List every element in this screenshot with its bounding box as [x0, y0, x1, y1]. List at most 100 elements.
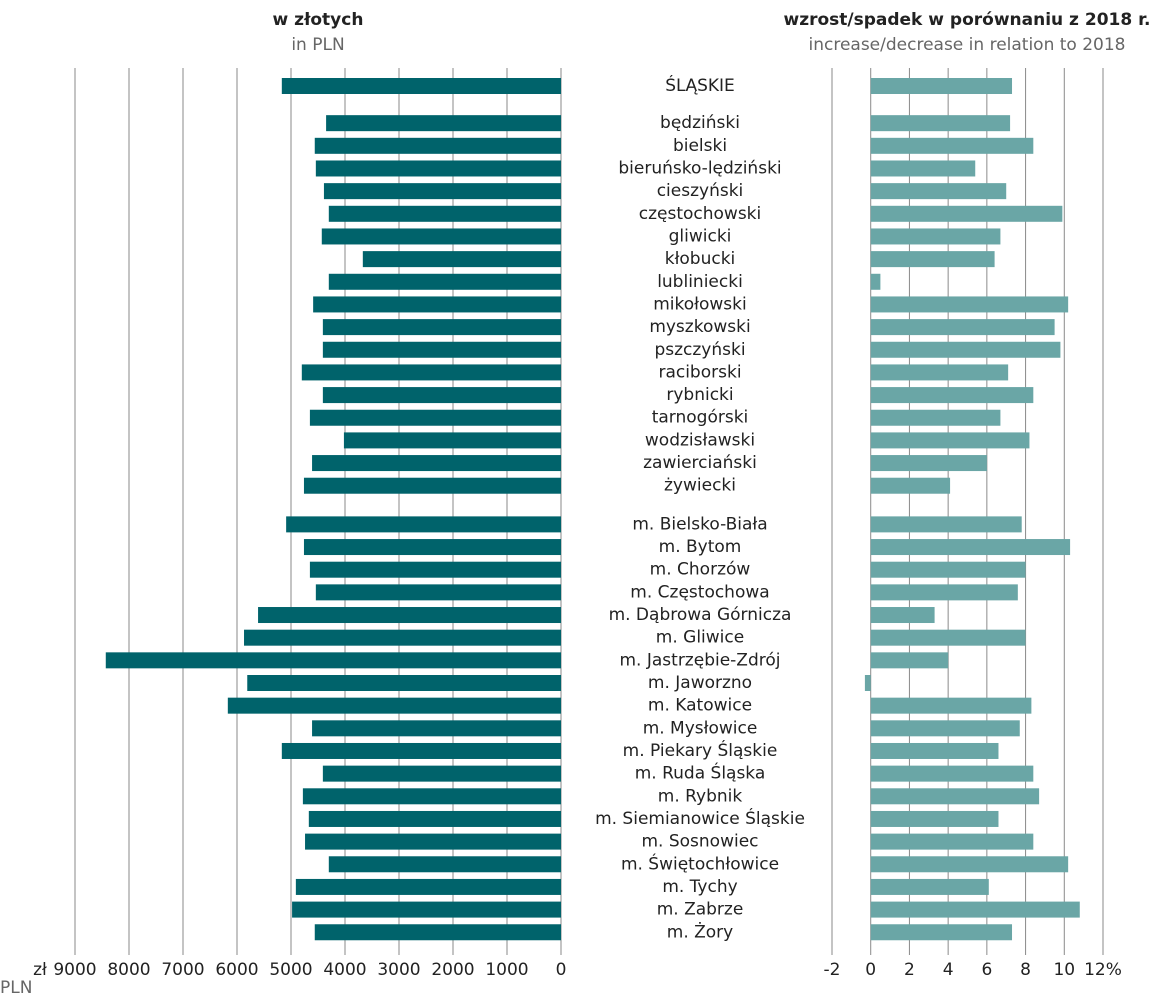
bar	[322, 765, 561, 782]
bar	[313, 296, 561, 313]
bar	[328, 205, 561, 222]
bar	[302, 788, 561, 805]
bar	[309, 561, 561, 578]
bar	[870, 856, 1069, 873]
category-label: raciborski	[658, 362, 741, 382]
bar	[281, 742, 561, 759]
unit-label: zł	[33, 960, 47, 980]
bar	[321, 228, 561, 245]
category-label: m. Bytom	[659, 537, 742, 557]
category-label: częstochowski	[639, 204, 762, 224]
bar	[322, 341, 561, 358]
bar	[258, 607, 561, 624]
bar	[870, 561, 1026, 578]
bar	[870, 539, 1071, 556]
category-label: bieruńsko-lędziński	[618, 158, 781, 178]
bar	[870, 205, 1063, 222]
bar	[303, 539, 561, 556]
bar	[870, 387, 1034, 404]
chart-title: wzrost/spadek w porównaniu z 2018 r.	[783, 10, 1150, 30]
x-tick-label: 8000	[107, 960, 150, 980]
bar	[870, 228, 1001, 245]
bar	[322, 387, 561, 404]
category-label: bielski	[673, 136, 727, 156]
bar	[281, 78, 561, 94]
bar	[227, 697, 561, 714]
category-label: m. Rybnik	[658, 786, 743, 806]
category-label: m. Mysłowice	[643, 718, 758, 738]
bar	[343, 432, 561, 449]
bar	[870, 319, 1055, 336]
bar	[870, 878, 989, 895]
x-tick-label: 8	[1020, 960, 1031, 980]
bar	[301, 364, 561, 381]
category-label: ŚLĄSKIE	[665, 74, 735, 96]
category-label: m. Żory	[667, 921, 733, 942]
chart-subtitle: increase/decrease in relation to 2018	[808, 35, 1125, 55]
bar	[870, 432, 1030, 449]
category-label: wodzisławski	[645, 430, 755, 450]
bar	[870, 273, 881, 290]
category-label: m. Dąbrowa Górnicza	[609, 605, 792, 625]
bar	[870, 742, 999, 759]
bar	[870, 652, 949, 669]
x-tick-label: 6000	[215, 960, 258, 980]
bar	[870, 115, 1011, 132]
bar	[247, 675, 561, 691]
bar	[323, 183, 561, 200]
bar	[362, 251, 561, 268]
x-tick-label: 2	[904, 960, 915, 980]
bar	[870, 296, 1069, 313]
bar	[305, 833, 561, 850]
x-tick-label: 9000	[53, 960, 96, 980]
bar	[870, 160, 976, 177]
category-label: m. Ruda Śląska	[635, 762, 766, 784]
bar	[870, 455, 987, 472]
x-tick-label: 4	[943, 960, 954, 980]
bar	[314, 924, 561, 941]
category-label: kłobucki	[665, 249, 736, 269]
bar	[870, 137, 1034, 154]
category-label: m. Jaworzno	[648, 673, 752, 693]
category-label: rybnicki	[666, 385, 733, 405]
category-label: będziński	[660, 113, 740, 133]
category-label: m. Piekary Śląskie	[623, 739, 778, 761]
bar	[326, 115, 561, 132]
unit-label: PLN	[0, 978, 32, 995]
x-tick-label: 6	[981, 960, 992, 980]
bar	[870, 629, 1026, 646]
bar	[292, 901, 561, 918]
bar	[286, 516, 561, 533]
category-label: m. Zabrze	[657, 900, 744, 920]
x-tick-label: 7000	[161, 960, 204, 980]
x-tick-label: 3000	[377, 960, 420, 980]
category-label: m. Katowice	[648, 696, 752, 716]
category-label: myszkowski	[649, 317, 750, 337]
category-label: tarnogórski	[652, 408, 749, 428]
bar	[870, 584, 1018, 601]
bar	[315, 160, 561, 177]
x-tick-label: 0	[556, 960, 567, 980]
x-tick-label: 12%	[1084, 960, 1122, 980]
bar	[244, 629, 561, 646]
x-tick-label: 1000	[485, 960, 528, 980]
bar	[314, 137, 561, 154]
bar	[295, 878, 561, 895]
x-tick-label: 0	[865, 960, 876, 980]
category-label: zawierciański	[643, 453, 757, 473]
category-label: lubliniecki	[657, 272, 743, 292]
bar	[870, 765, 1034, 782]
bar	[870, 251, 995, 268]
category-label: mikołowski	[653, 294, 746, 314]
bar	[309, 409, 561, 426]
chart-subtitle: in PLN	[291, 35, 344, 55]
bar	[870, 901, 1080, 918]
category-label: żywiecki	[664, 476, 736, 496]
bar	[308, 810, 561, 827]
bar	[870, 833, 1034, 850]
chart-title: w złotych	[273, 10, 364, 30]
category-label: m. Bielsko-Biała	[632, 514, 767, 534]
bar	[105, 652, 561, 669]
bar	[870, 788, 1040, 805]
